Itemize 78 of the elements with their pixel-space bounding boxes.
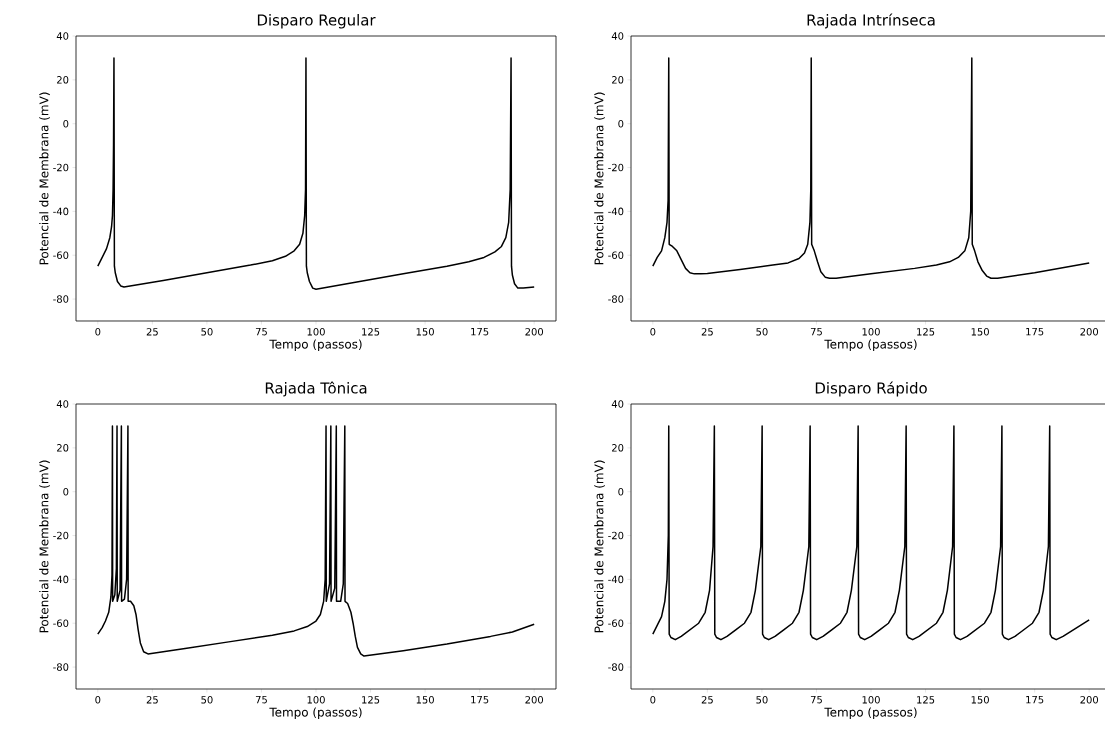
x-tick-label: 175 <box>471 696 489 704</box>
x-tick-label: 75 <box>255 328 267 336</box>
y-tick-label: -40 <box>608 207 624 216</box>
chart-title: Rajada Tônica <box>265 381 367 397</box>
y-axis-title: Potencial de Membrana (mV) <box>594 460 605 633</box>
y-tick-label: -20 <box>53 163 69 172</box>
x-tick-label: 150 <box>416 696 434 704</box>
y-tick-label: 20 <box>612 444 624 452</box>
x-tick-label: 150 <box>971 696 989 704</box>
x-tick-label: 200 <box>525 328 544 336</box>
y-tick-label: -20 <box>53 531 69 540</box>
x-tick-label: 125 <box>362 328 380 336</box>
x-tick-label: 100 <box>862 328 880 336</box>
x-tick-label: 75 <box>810 328 822 336</box>
line-series <box>652 57 1090 279</box>
x-tick-label: 25 <box>701 696 713 704</box>
x-tick-label: 150 <box>416 328 434 336</box>
y-tick-label: -60 <box>608 251 624 259</box>
x-tick-label: 150 <box>971 328 989 336</box>
y-tick-label: -60 <box>608 619 624 627</box>
y-tick-label: 20 <box>612 76 624 84</box>
y-tick-label: -20 <box>608 163 624 172</box>
y-tick-label: 40 <box>56 400 69 408</box>
x-axis-title: Tempo (passos) <box>824 339 917 351</box>
y-tick-label: -40 <box>608 575 624 584</box>
y-tick-label: 20 <box>57 76 69 84</box>
y-axis-title: Potencial de Membrana (mV) <box>39 92 50 265</box>
y-tick-label: -60 <box>53 619 69 627</box>
x-tick-label: 50 <box>756 328 768 336</box>
x-axis-title: Tempo (passos) <box>824 707 917 719</box>
chart-title: Disparo Regular <box>257 14 376 29</box>
x-tick-label: 25 <box>701 328 713 336</box>
x-tick-label: 50 <box>756 696 768 704</box>
y-tick-label: -40 <box>53 575 69 584</box>
x-tick-label: 0 <box>95 328 101 336</box>
x-tick-label: 125 <box>917 328 935 336</box>
chart-title: Disparo Rápido <box>815 381 927 397</box>
y-tick-label: 40 <box>56 32 69 40</box>
y-tick-label: -40 <box>53 207 69 216</box>
y-tick-label: 0 <box>618 119 624 128</box>
x-tick-label: 175 <box>1026 328 1044 336</box>
y-axis-title: Potencial de Membrana (mV) <box>594 92 605 265</box>
y-tick-label: 0 <box>63 119 69 128</box>
x-tick-label: 200 <box>525 696 544 704</box>
x-tick-label: 0 <box>650 696 656 704</box>
line-series <box>97 425 535 657</box>
y-tick-label: 40 <box>611 32 624 40</box>
y-tick-label: 0 <box>618 487 624 496</box>
x-axis-title: Tempo (passos) <box>269 707 362 719</box>
y-tick-label: 20 <box>57 444 69 452</box>
y-tick-label: -80 <box>608 663 624 671</box>
x-axis-title: Tempo (passos) <box>269 339 362 351</box>
x-tick-label: 100 <box>862 696 880 704</box>
y-tick-label: 40 <box>611 400 624 408</box>
x-tick-label: 0 <box>95 696 101 704</box>
x-tick-label: 200 <box>1080 696 1099 704</box>
x-tick-label: 175 <box>471 328 489 336</box>
y-tick-label: -60 <box>53 251 69 259</box>
y-tick-label: -80 <box>608 295 624 303</box>
x-tick-label: 0 <box>650 328 656 336</box>
x-tick-label: 50 <box>201 696 213 704</box>
x-tick-label: 25 <box>146 696 158 704</box>
y-tick-label: -20 <box>608 531 624 540</box>
x-tick-label: 75 <box>810 696 822 704</box>
x-tick-label: 125 <box>917 696 935 704</box>
y-tick-label: -80 <box>53 295 69 303</box>
x-tick-label: 25 <box>146 328 158 336</box>
y-axis-title: Potencial de Membrana (mV) <box>39 460 50 633</box>
x-tick-label: 50 <box>201 328 213 336</box>
y-tick-label: -80 <box>53 663 69 671</box>
x-tick-label: 75 <box>255 696 267 704</box>
x-tick-label: 175 <box>1026 696 1044 704</box>
x-tick-label: 200 <box>1080 328 1099 336</box>
x-tick-label: 125 <box>362 696 380 704</box>
chart-title: Rajada Intrínseca <box>807 13 935 29</box>
x-tick-label: 100 <box>307 328 325 336</box>
x-tick-label: 100 <box>307 696 325 704</box>
y-tick-label: 0 <box>63 487 69 496</box>
